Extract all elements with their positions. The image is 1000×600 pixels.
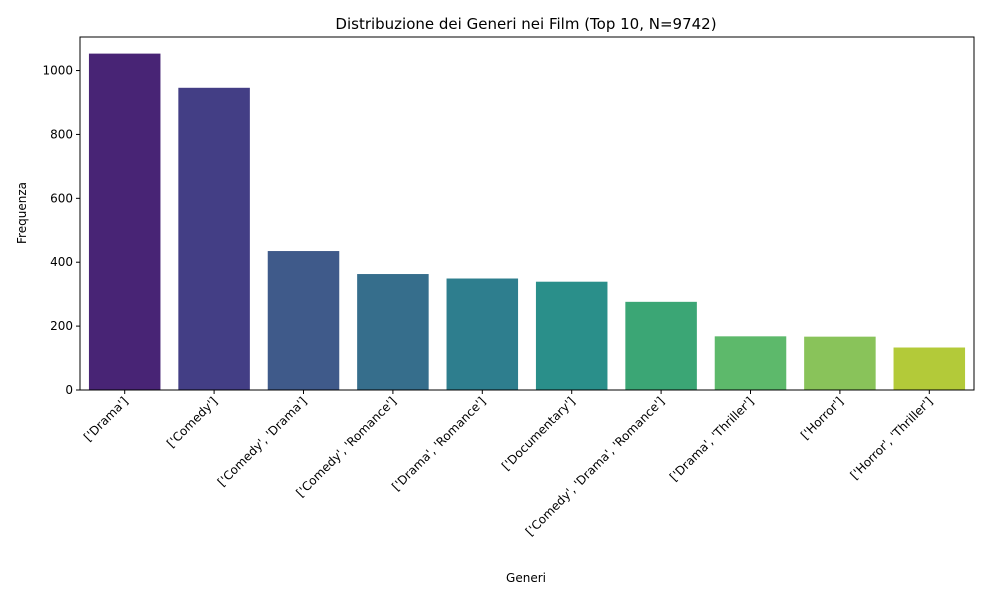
y-tick-label-5: 1000 [42, 64, 73, 78]
x-tick-label-0: ['Drama'] [81, 394, 131, 444]
y-tick-label-1: 200 [50, 319, 73, 333]
bar-3 [357, 274, 429, 390]
y-tick-label-2: 400 [50, 255, 73, 269]
x-tick-label-8: ['Horror'] [798, 394, 846, 442]
x-tick-label-2: ['Comedy', 'Drama'] [215, 394, 310, 489]
chart-title: Distribuzione dei Generi nei Film (Top 1… [335, 15, 716, 33]
bars-group [88, 53, 966, 391]
bar-1 [178, 87, 250, 390]
bar-8 [804, 336, 876, 390]
bar-4 [446, 278, 519, 390]
x-tick-label-9: ['Horror', 'Thriller'] [847, 394, 935, 482]
plot-frame [79, 36, 975, 391]
y-tick-label-0: 0 [65, 383, 73, 397]
x-axis: ['Drama'] ['Comedy']['Comedy', 'Drama']['… [81, 390, 935, 539]
bar-0 [88, 53, 161, 391]
x-axis-label: Generi [506, 571, 546, 585]
x-tick-label-6: ['Comedy', 'Drama', 'Romance'] [523, 394, 667, 538]
x-tick-label-7: ['Drama', 'Thriller'] [667, 394, 757, 484]
bar-5 [535, 281, 608, 390]
x-tick-label-3: ['Comedy', 'Romance'] [293, 394, 399, 500]
bar-6 [625, 301, 697, 390]
x-tick-label-1: ['Comedy'] [164, 394, 220, 450]
bar-9 [893, 347, 966, 390]
y-tick-label-3: 600 [50, 191, 73, 205]
bar-2 [267, 251, 340, 390]
y-axis-label: Frequenza [15, 182, 29, 244]
bar-7 [714, 336, 787, 390]
y-tick-label-4: 800 [50, 127, 73, 141]
x-tick-label-4: ['Drama', 'Romance'] [389, 394, 488, 493]
x-tick-label-5: ['Documentary'] [499, 394, 578, 473]
y-axis: 0 200 400 600 800 1000 [42, 64, 80, 397]
